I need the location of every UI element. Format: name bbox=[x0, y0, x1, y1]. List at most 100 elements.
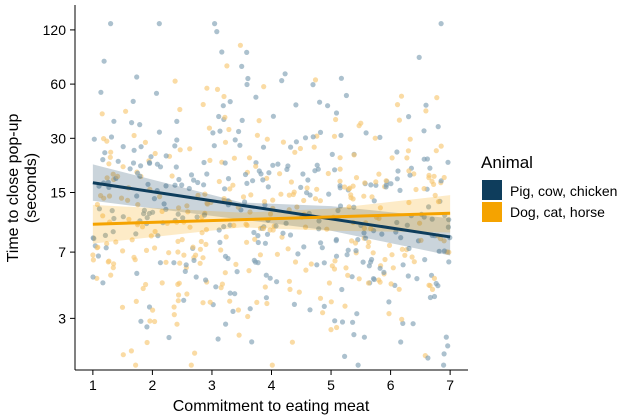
data-point bbox=[400, 262, 406, 268]
data-point bbox=[280, 230, 286, 236]
data-point bbox=[227, 186, 233, 192]
data-point bbox=[347, 185, 353, 191]
data-point bbox=[174, 137, 180, 143]
data-point bbox=[111, 215, 117, 222]
data-point bbox=[382, 256, 388, 263]
data-point bbox=[216, 178, 222, 185]
data-point bbox=[143, 281, 149, 288]
data-point bbox=[171, 304, 177, 310]
data-point bbox=[426, 282, 432, 288]
data-point bbox=[264, 231, 271, 237]
data-point bbox=[176, 280, 182, 286]
data-point bbox=[445, 343, 451, 349]
data-point bbox=[421, 214, 427, 220]
data-point bbox=[261, 199, 268, 205]
data-point bbox=[354, 311, 360, 317]
data-point bbox=[343, 92, 349, 99]
data-point bbox=[206, 125, 212, 131]
data-point bbox=[350, 319, 356, 325]
data-point bbox=[318, 240, 324, 246]
data-point bbox=[265, 184, 271, 190]
data-point bbox=[244, 180, 250, 186]
legend-label-pig: Pig, cow, chicken bbox=[510, 183, 617, 199]
data-point bbox=[147, 318, 153, 324]
data-point bbox=[365, 280, 372, 286]
data-point bbox=[130, 98, 136, 104]
data-point bbox=[394, 176, 400, 182]
data-point bbox=[184, 291, 190, 297]
data-point bbox=[295, 251, 301, 257]
data-point bbox=[406, 245, 412, 252]
data-point bbox=[177, 106, 183, 113]
data-point bbox=[227, 298, 233, 304]
data-point bbox=[266, 170, 272, 176]
data-point bbox=[431, 293, 438, 300]
data-point bbox=[402, 252, 408, 258]
data-point bbox=[143, 247, 150, 253]
data-point bbox=[429, 216, 435, 222]
data-point bbox=[147, 160, 153, 166]
data-point bbox=[286, 278, 292, 284]
data-point bbox=[176, 205, 182, 211]
data-point bbox=[152, 228, 158, 235]
data-point bbox=[345, 272, 351, 278]
data-point bbox=[438, 21, 444, 27]
data-point bbox=[379, 231, 385, 237]
x-tick-label: 5 bbox=[327, 377, 335, 393]
data-point bbox=[99, 111, 105, 117]
data-point bbox=[190, 244, 196, 250]
data-point bbox=[332, 258, 338, 264]
data-point bbox=[256, 118, 262, 124]
data-point bbox=[106, 161, 112, 167]
data-point bbox=[106, 193, 113, 199]
data-point bbox=[204, 85, 210, 91]
data-point bbox=[240, 194, 247, 200]
data-point bbox=[342, 353, 348, 359]
data-point bbox=[410, 321, 416, 327]
data-point bbox=[445, 224, 451, 230]
data-point bbox=[216, 227, 222, 233]
data-point bbox=[398, 339, 404, 345]
data-point bbox=[200, 101, 206, 108]
data-point bbox=[331, 133, 338, 139]
data-point bbox=[260, 177, 266, 183]
data-point bbox=[417, 220, 423, 226]
data-point bbox=[285, 246, 291, 252]
data-point bbox=[134, 270, 140, 276]
data-point bbox=[197, 260, 203, 266]
data-point bbox=[137, 122, 143, 128]
data-point bbox=[263, 295, 269, 301]
data-point bbox=[175, 211, 181, 217]
data-point bbox=[368, 182, 374, 188]
data-point bbox=[398, 93, 405, 99]
data-point bbox=[236, 128, 242, 135]
data-point bbox=[393, 229, 399, 235]
data-point bbox=[351, 204, 357, 210]
data-point bbox=[131, 132, 137, 139]
y-tick-label: 30 bbox=[50, 130, 66, 146]
data-point bbox=[100, 213, 106, 219]
data-point bbox=[211, 143, 217, 149]
data-point bbox=[90, 274, 96, 280]
data-point bbox=[338, 132, 344, 138]
data-point bbox=[267, 275, 273, 281]
data-point bbox=[316, 218, 322, 224]
data-point bbox=[174, 321, 180, 327]
data-point bbox=[425, 355, 431, 361]
data-point bbox=[337, 183, 343, 189]
data-point bbox=[90, 257, 96, 263]
data-point bbox=[200, 300, 206, 306]
data-point bbox=[142, 139, 148, 145]
data-point bbox=[287, 232, 294, 238]
data-point bbox=[290, 191, 296, 198]
data-point bbox=[338, 75, 344, 81]
data-point bbox=[303, 267, 309, 273]
data-point bbox=[333, 253, 340, 259]
data-point bbox=[370, 250, 376, 256]
data-point bbox=[246, 268, 252, 274]
data-point bbox=[267, 211, 274, 217]
data-point bbox=[98, 89, 104, 95]
data-point bbox=[201, 212, 208, 218]
data-point bbox=[333, 236, 339, 243]
data-point bbox=[172, 143, 178, 149]
